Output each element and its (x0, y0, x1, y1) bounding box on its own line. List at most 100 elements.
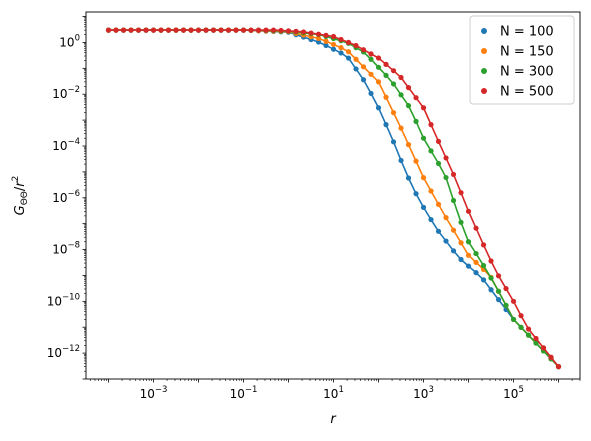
data-point (503, 285, 509, 292)
legend-label: N = 500 (500, 85, 554, 100)
data-point (255, 27, 262, 33)
data-point (435, 201, 442, 207)
data-point (405, 142, 412, 148)
data-point (375, 105, 382, 111)
x-tick-label: 10−1 (230, 385, 258, 401)
data-point (495, 288, 502, 294)
x-axis-label: r (330, 412, 337, 427)
data-point (240, 27, 247, 33)
data-point (488, 275, 494, 281)
data-point (210, 27, 217, 33)
legend-marker (481, 68, 487, 74)
data-point (428, 148, 434, 154)
data-point (435, 160, 442, 167)
data-point (540, 345, 547, 351)
data-point (120, 27, 127, 33)
data-point (285, 28, 292, 34)
y-tick-label: 100 (59, 33, 80, 49)
axes-layer: 10−3 10−1 101 103 105 100 10−2 10−4 10−6 10−8 10−1… (11, 11, 581, 427)
legend-label: N = 100 (500, 25, 554, 40)
legend-marker (481, 88, 487, 94)
data-point (353, 66, 359, 72)
data-point (413, 95, 419, 101)
data-point (413, 118, 419, 124)
data-point (428, 122, 434, 128)
y-tick-label: 10−2 (52, 85, 80, 101)
data-point (330, 33, 337, 40)
data-point (428, 216, 434, 223)
data-point (218, 27, 224, 33)
data-point (383, 61, 389, 67)
data-point (510, 298, 517, 304)
data-point (375, 79, 382, 85)
y-tick-label: 10−4 (52, 137, 80, 153)
data-point (533, 340, 539, 346)
data-point (143, 27, 149, 33)
series-layer (105, 27, 562, 370)
data-point (488, 287, 494, 293)
plot-frame (85, 11, 581, 380)
data-point (420, 135, 427, 141)
data-point (390, 110, 397, 116)
x-tick-label: 105 (503, 385, 524, 401)
data-point (473, 259, 479, 265)
data-point (338, 50, 344, 56)
data-point (128, 27, 134, 33)
data-point (323, 32, 329, 38)
data-point (405, 103, 412, 109)
data-point (368, 90, 374, 97)
data-point (518, 324, 524, 330)
data-point (458, 190, 464, 196)
data-point (330, 46, 337, 52)
data-point (338, 45, 344, 51)
data-point (443, 215, 449, 221)
data-point (195, 27, 202, 33)
data-point (473, 250, 479, 257)
data-point (503, 302, 509, 308)
data-point (548, 354, 554, 360)
data-point (338, 36, 344, 43)
data-point (383, 122, 389, 128)
data-point (360, 77, 367, 83)
data-point (510, 316, 517, 323)
data-point (413, 158, 419, 164)
data-point (473, 270, 479, 276)
data-point (278, 27, 284, 34)
data-point (465, 252, 472, 258)
data-point (465, 208, 472, 214)
data-point (398, 125, 404, 131)
data-point (383, 94, 389, 100)
data-point (368, 51, 374, 57)
data-point (443, 174, 449, 181)
data-point (390, 81, 397, 87)
data-point (158, 27, 164, 33)
data-point (293, 28, 299, 34)
data-point (420, 105, 427, 111)
data-point (495, 297, 502, 303)
data-point (353, 42, 359, 49)
data-point (308, 30, 314, 36)
data-point (450, 171, 457, 178)
data-point (180, 27, 187, 33)
legend-label: N = 150 (500, 45, 554, 60)
legend: N = 100 N = 150 N = 300 N = 500 (469, 15, 575, 105)
data-point (375, 64, 382, 70)
data-point (390, 139, 397, 145)
data-point (233, 27, 239, 33)
data-point (113, 27, 119, 33)
data-point (405, 175, 412, 181)
data-point (450, 248, 457, 254)
data-point (458, 240, 464, 246)
data-point (480, 242, 487, 248)
data-point (443, 155, 449, 161)
data-point (533, 335, 539, 342)
data-point (555, 364, 562, 370)
data-point (465, 263, 472, 269)
data-point (225, 27, 232, 33)
data-point (390, 68, 397, 74)
data-point (345, 55, 352, 61)
data-point (330, 41, 337, 48)
data-point (188, 27, 194, 33)
